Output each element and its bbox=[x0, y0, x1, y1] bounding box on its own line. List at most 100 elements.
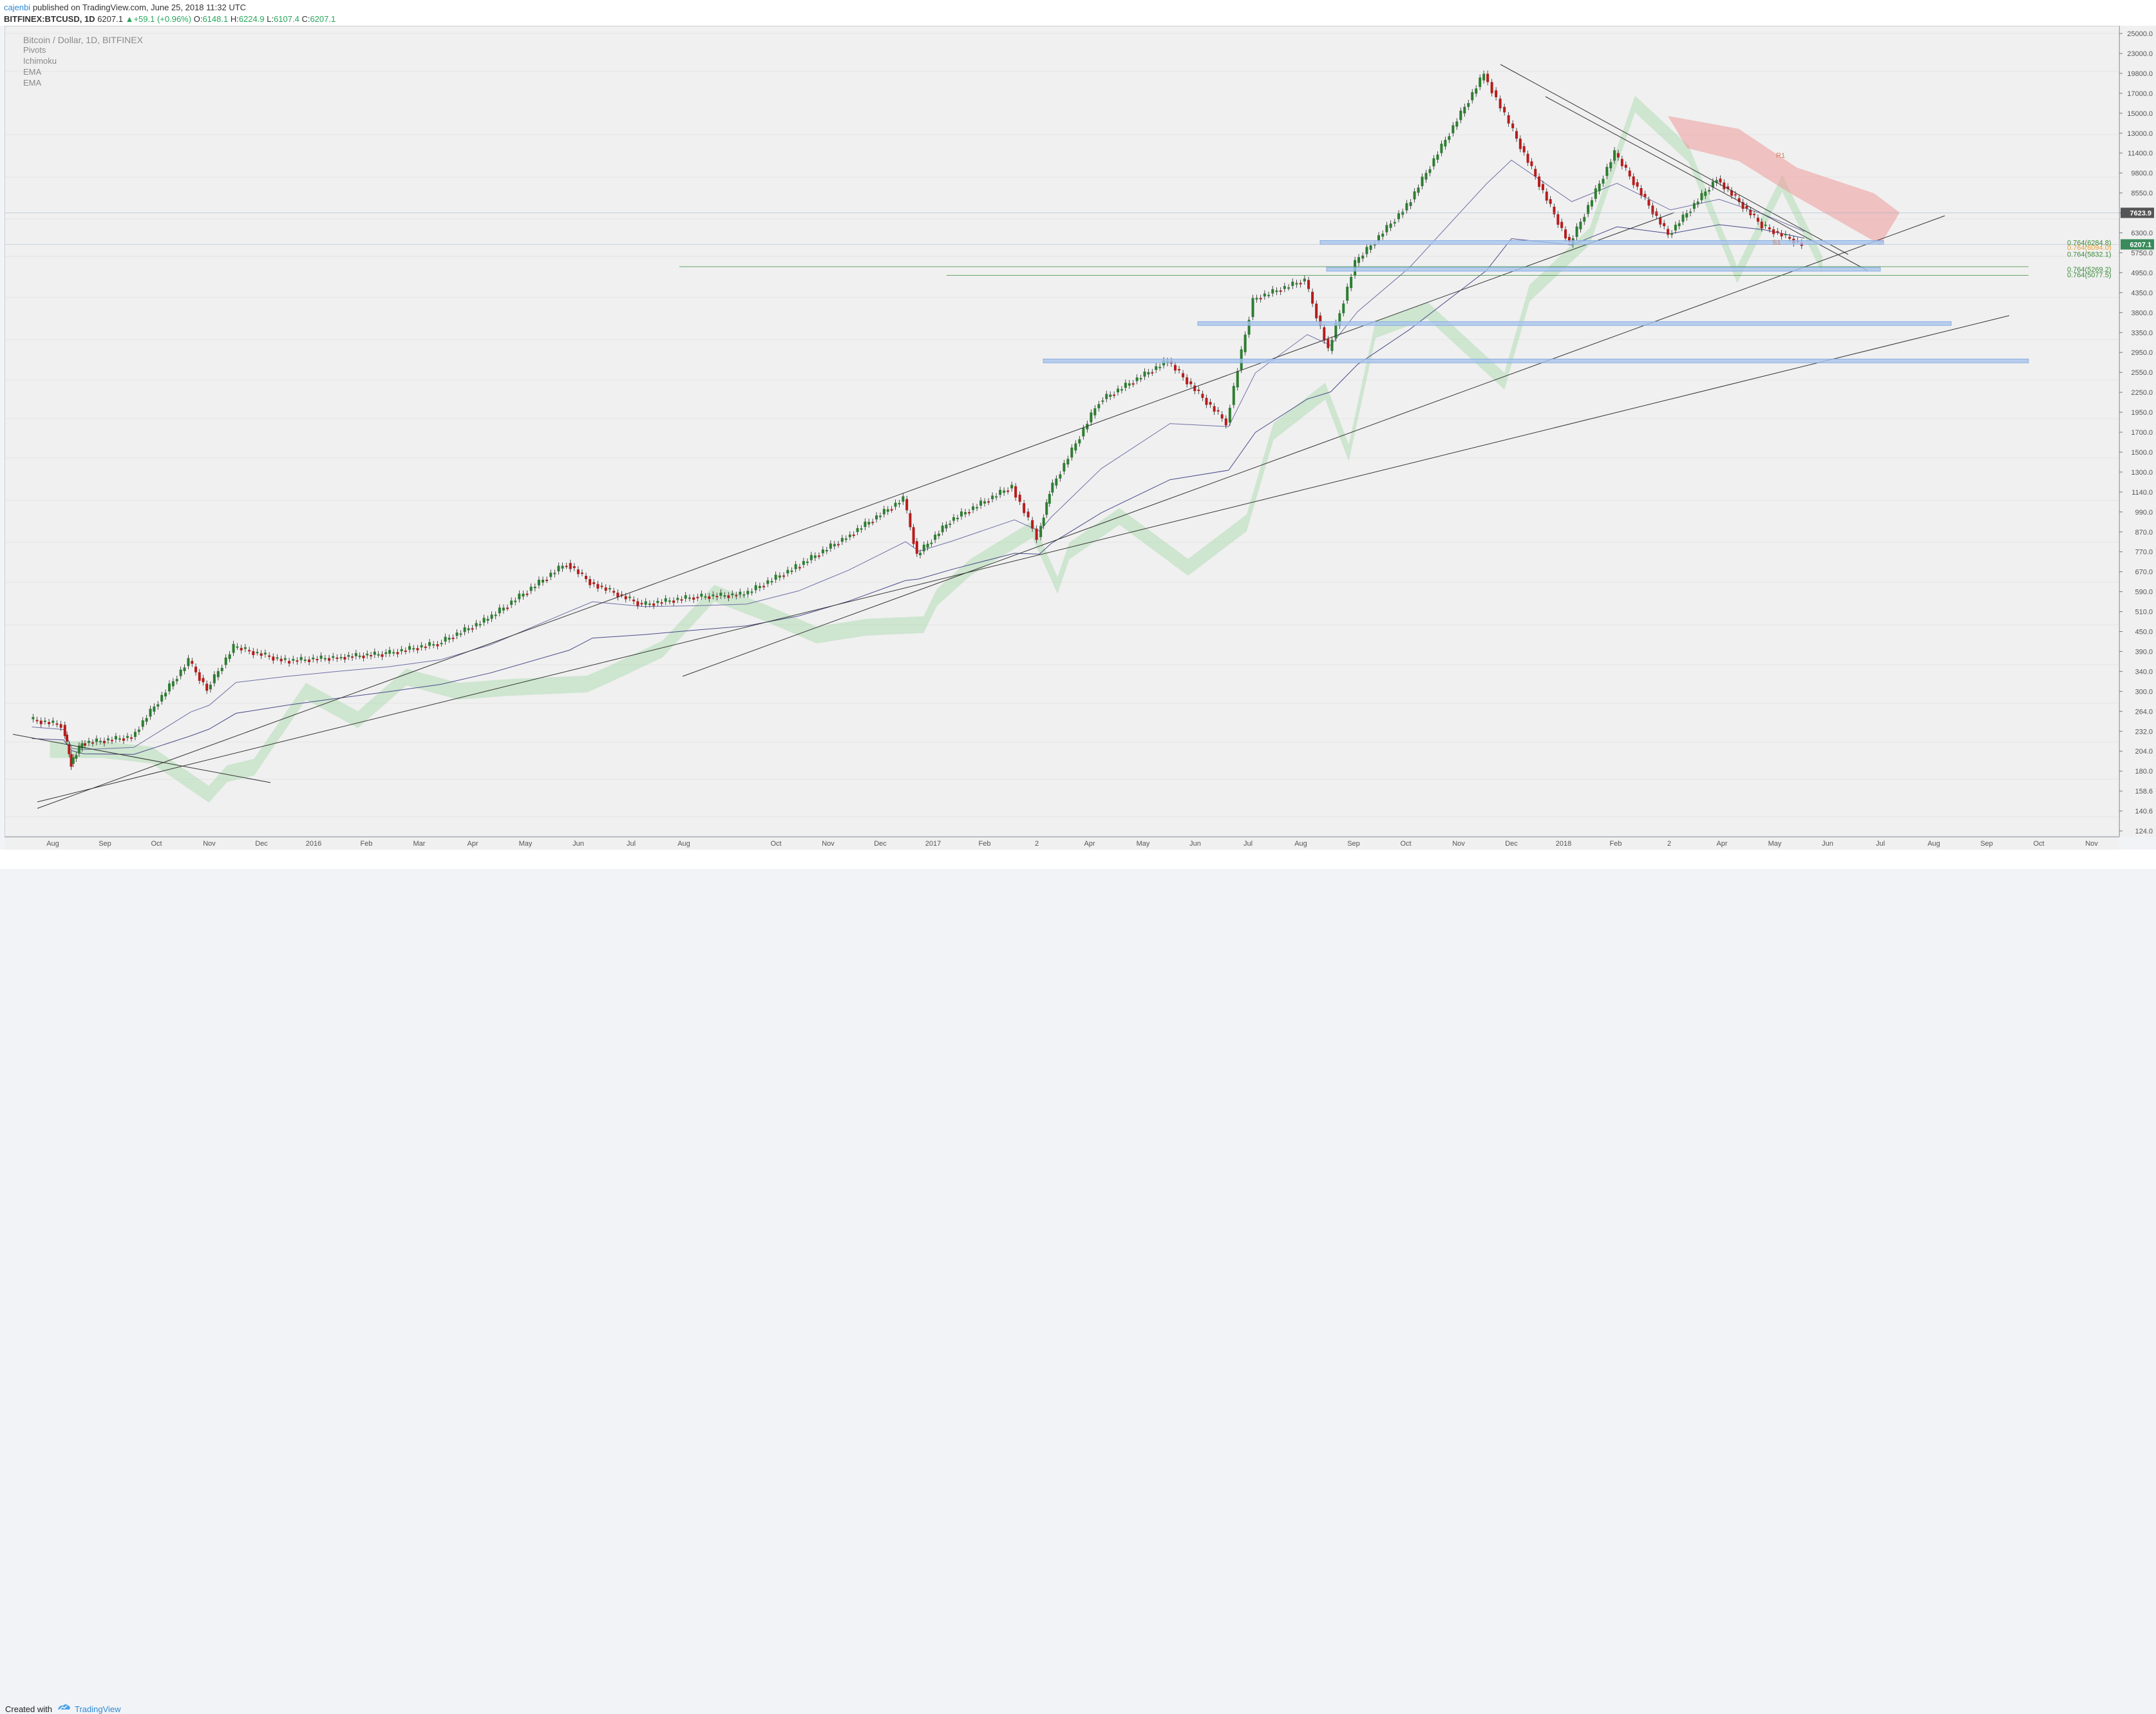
candle-body bbox=[384, 652, 388, 654]
candle-body bbox=[1158, 367, 1162, 368]
candle-body bbox=[912, 527, 915, 544]
legend-pivots[interactable]: Pivots bbox=[23, 45, 46, 55]
ema-line-fast bbox=[32, 160, 1805, 750]
trend-line bbox=[37, 212, 1675, 809]
candle-body bbox=[1101, 400, 1104, 402]
candle-body bbox=[370, 655, 373, 657]
candle-body bbox=[448, 638, 451, 640]
candle-body bbox=[91, 742, 94, 744]
candle-body bbox=[283, 658, 287, 660]
candle-body bbox=[696, 596, 699, 598]
candle-body bbox=[1651, 205, 1654, 214]
candle-body bbox=[502, 607, 505, 611]
candle-body bbox=[167, 683, 171, 692]
open-value: 6148.1 bbox=[202, 14, 229, 24]
candle-body bbox=[478, 624, 482, 625]
candle-body bbox=[1700, 193, 1703, 200]
time-tick-label: Jul bbox=[627, 840, 636, 848]
support-zone bbox=[1197, 321, 1952, 326]
candle-body bbox=[351, 656, 354, 658]
candle-body bbox=[972, 506, 975, 510]
candle-body bbox=[1452, 125, 1455, 133]
price-tick-label: 450.0 bbox=[2135, 629, 2153, 636]
time-tick-label: Aug bbox=[1294, 840, 1307, 848]
time-tick-label: Dec bbox=[1505, 840, 1518, 848]
candle-body bbox=[1587, 205, 1590, 214]
candle-body bbox=[1764, 224, 1767, 226]
candle-body bbox=[636, 601, 639, 606]
candle-body bbox=[1624, 164, 1627, 168]
candle-body bbox=[347, 654, 350, 657]
legend-ema-2[interactable]: EMA bbox=[23, 78, 42, 88]
candle-body bbox=[798, 567, 801, 569]
tradingview-logo-icon[interactable] bbox=[57, 1702, 71, 1713]
price-axis[interactable] bbox=[2119, 26, 2156, 837]
candle-body bbox=[400, 649, 403, 652]
time-tick-label: Nov bbox=[822, 840, 835, 848]
time-tick-label: 2017 bbox=[925, 840, 941, 848]
candle-body bbox=[600, 586, 603, 587]
price-tick-label: 2550.0 bbox=[2131, 369, 2153, 377]
candle-body bbox=[1674, 224, 1677, 231]
candle-body bbox=[1436, 154, 1439, 160]
candle-body bbox=[1334, 323, 1338, 339]
price-axis-marker-label: 6207.1 bbox=[2130, 241, 2151, 249]
legend-ema-1[interactable]: EMA bbox=[23, 67, 42, 77]
candle-body bbox=[1655, 211, 1658, 216]
candle-body bbox=[494, 614, 497, 616]
candle-body bbox=[137, 729, 140, 732]
candle-body bbox=[735, 595, 738, 596]
price-axis-marker-label: 7623.9 bbox=[2130, 209, 2151, 217]
tradingview-brand[interactable]: TradingView bbox=[75, 1704, 121, 1714]
candle-body bbox=[585, 576, 588, 580]
candle-body bbox=[1275, 290, 1278, 292]
candle-body bbox=[420, 645, 423, 648]
author-link[interactable]: cajenbi bbox=[4, 3, 31, 12]
legend-ichimoku[interactable]: Ichimoku bbox=[23, 56, 57, 66]
candle-body bbox=[604, 587, 607, 591]
candle-body bbox=[1511, 123, 1515, 129]
fib-level-label: 0.764(5077.5) bbox=[2067, 272, 2112, 280]
close-label: C: bbox=[301, 14, 310, 24]
candle-body bbox=[1678, 223, 1681, 227]
candle-body bbox=[1109, 394, 1112, 397]
candle-body bbox=[770, 581, 773, 583]
candle-body bbox=[43, 720, 46, 722]
candle-body bbox=[1613, 150, 1616, 161]
candle-body bbox=[1247, 319, 1251, 335]
candle-body bbox=[1303, 278, 1306, 282]
time-tick-label: Oct bbox=[770, 840, 781, 848]
ichimoku-cloud bbox=[50, 95, 1823, 803]
candle-body bbox=[712, 594, 715, 596]
candle-body bbox=[652, 604, 656, 606]
candle-body bbox=[102, 741, 106, 743]
candle-body bbox=[1560, 222, 1564, 228]
time-tick-label: May bbox=[1137, 840, 1150, 848]
time-tick-label: Jul bbox=[1243, 840, 1253, 848]
candle-body bbox=[1640, 188, 1643, 196]
candle-body bbox=[680, 599, 683, 601]
candle-body bbox=[514, 600, 517, 602]
time-tick-label: Nov bbox=[1452, 840, 1465, 848]
candle-body bbox=[126, 736, 129, 738]
candle-body bbox=[1063, 462, 1066, 471]
high-label: H: bbox=[230, 14, 239, 24]
price-tick-label: 5750.0 bbox=[2131, 249, 2153, 257]
candle-body bbox=[746, 591, 750, 595]
candle-body bbox=[860, 528, 863, 530]
candle-body bbox=[1776, 231, 1779, 233]
candle-body bbox=[95, 738, 98, 742]
candle-body bbox=[1287, 287, 1291, 289]
price-tick-label: 870.0 bbox=[2135, 529, 2153, 537]
time-tick-label: Feb bbox=[979, 840, 991, 848]
candle-body bbox=[228, 654, 231, 660]
candle-body bbox=[1401, 211, 1404, 215]
candle-body bbox=[48, 721, 51, 725]
candle-body bbox=[533, 586, 536, 589]
candle-body bbox=[1534, 169, 1537, 176]
price-tick-label: 390.0 bbox=[2135, 648, 2153, 656]
candle-body bbox=[1756, 218, 1759, 222]
time-axis[interactable] bbox=[5, 837, 2119, 850]
candle-body bbox=[580, 573, 583, 575]
trend-line bbox=[1500, 64, 1849, 255]
